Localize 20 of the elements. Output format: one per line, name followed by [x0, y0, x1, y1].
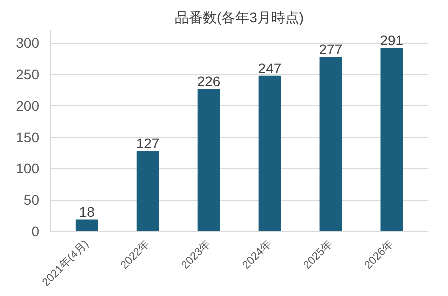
- data-label: 277: [319, 42, 343, 58]
- data-label: 18: [79, 204, 96, 220]
- bar: [258, 76, 282, 232]
- bar: [136, 151, 160, 232]
- chart-title: 品番数(各年3月時点): [174, 10, 304, 26]
- data-label: 247: [258, 60, 282, 76]
- y-tick-label: 100: [16, 160, 40, 177]
- bar: [76, 220, 98, 232]
- data-label: 291: [380, 32, 404, 49]
- bar: [380, 48, 404, 232]
- y-tick-label: 300: [16, 35, 40, 52]
- data-label: 127: [136, 136, 160, 152]
- y-tick-label: 250: [16, 66, 40, 82]
- bar: [320, 57, 342, 232]
- bar: [198, 89, 220, 232]
- y-tick-label: 200: [16, 98, 40, 114]
- y-tick-label: 0: [32, 224, 40, 240]
- y-tick-label: 150: [16, 129, 40, 146]
- data-label: 226: [197, 74, 221, 90]
- y-tick-label: 50: [24, 192, 40, 208]
